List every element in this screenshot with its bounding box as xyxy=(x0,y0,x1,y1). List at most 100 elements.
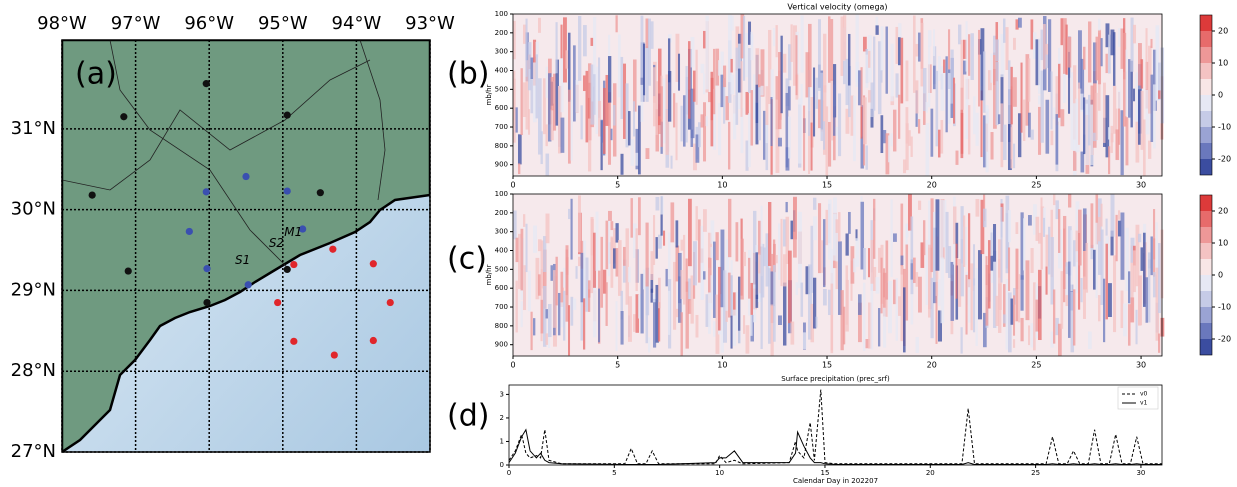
texture xyxy=(840,16,844,76)
texture xyxy=(1105,218,1108,236)
texture xyxy=(1140,90,1144,150)
colorbar-band xyxy=(1200,127,1212,143)
texture xyxy=(765,123,769,171)
texture xyxy=(690,275,694,324)
texture xyxy=(823,33,827,93)
texture xyxy=(680,239,684,251)
texture xyxy=(848,66,852,118)
texture xyxy=(553,270,557,328)
texture xyxy=(1013,143,1016,169)
texture xyxy=(830,249,835,315)
colorbar-band xyxy=(1200,47,1212,63)
texture xyxy=(733,95,737,140)
texture xyxy=(910,259,914,295)
texture xyxy=(855,229,858,241)
x-tick-label: 10 xyxy=(717,181,727,190)
texture xyxy=(1083,276,1086,319)
texture xyxy=(750,282,754,315)
texture xyxy=(518,163,521,175)
texture xyxy=(1148,45,1152,114)
texture xyxy=(625,228,629,305)
texture xyxy=(665,109,669,155)
annotation: S2 xyxy=(269,236,284,250)
station xyxy=(203,265,211,273)
texture xyxy=(940,199,944,261)
texture xyxy=(788,44,792,81)
texture xyxy=(863,282,866,351)
texture xyxy=(1028,58,1031,102)
texture xyxy=(580,269,584,341)
texture xyxy=(1130,237,1135,263)
texture xyxy=(653,298,657,348)
texture xyxy=(735,222,739,262)
texture xyxy=(1120,110,1124,176)
texture xyxy=(930,108,934,157)
texture xyxy=(700,114,705,128)
texture xyxy=(1123,303,1127,337)
texture xyxy=(685,258,688,292)
texture xyxy=(938,56,941,81)
texture xyxy=(595,66,599,134)
texture xyxy=(783,282,787,346)
texture xyxy=(555,59,559,126)
boundary xyxy=(62,59,371,191)
x-tick-label: 30 xyxy=(1136,361,1146,370)
texture xyxy=(1138,233,1142,243)
texture xyxy=(1078,82,1081,145)
texture xyxy=(830,79,834,141)
texture xyxy=(708,267,712,334)
x-tick-label: 94°W xyxy=(332,13,382,34)
texture xyxy=(1125,117,1129,166)
station xyxy=(386,298,394,307)
texture xyxy=(730,58,733,73)
texture xyxy=(668,70,672,122)
texture xyxy=(710,77,714,147)
texture xyxy=(1105,53,1108,74)
texture xyxy=(928,244,931,318)
texture xyxy=(603,269,607,294)
colorbar-tick-label: -20 xyxy=(1218,335,1231,344)
station xyxy=(283,265,291,274)
texture xyxy=(685,76,690,115)
x-tick-label: 97°W xyxy=(111,13,161,34)
texture xyxy=(570,99,573,161)
texture xyxy=(750,90,754,146)
texture xyxy=(793,25,797,86)
texture xyxy=(1118,28,1122,47)
texture xyxy=(1055,200,1059,220)
texture xyxy=(635,294,639,333)
texture xyxy=(705,15,709,90)
texture xyxy=(650,274,654,293)
chart-title: Surface precipitation (prec_srf) xyxy=(781,375,890,383)
texture xyxy=(838,212,841,242)
texture xyxy=(858,302,862,343)
texture xyxy=(715,232,719,261)
texture xyxy=(1058,47,1061,65)
texture xyxy=(608,210,612,221)
texture xyxy=(930,198,934,273)
texture xyxy=(545,213,550,244)
texture xyxy=(900,266,904,342)
texture xyxy=(905,244,909,321)
texture xyxy=(810,122,813,171)
texture xyxy=(1015,222,1019,234)
texture xyxy=(1120,290,1124,329)
texture xyxy=(760,243,765,298)
texture xyxy=(928,200,931,259)
y-tick-label: 0 xyxy=(500,461,504,469)
x-tick-label: 98°W xyxy=(37,13,87,34)
texture xyxy=(753,74,757,120)
texture xyxy=(578,16,582,81)
texture xyxy=(978,250,982,320)
texture xyxy=(918,119,921,134)
texture xyxy=(513,70,516,121)
annotation: M1 xyxy=(284,225,302,239)
texture xyxy=(713,241,717,318)
texture xyxy=(713,48,716,115)
texture xyxy=(593,232,596,288)
texture xyxy=(873,198,876,259)
texture xyxy=(763,247,766,267)
texture xyxy=(585,257,589,312)
y-tick-label: 400 xyxy=(495,67,508,75)
texture xyxy=(980,28,985,101)
